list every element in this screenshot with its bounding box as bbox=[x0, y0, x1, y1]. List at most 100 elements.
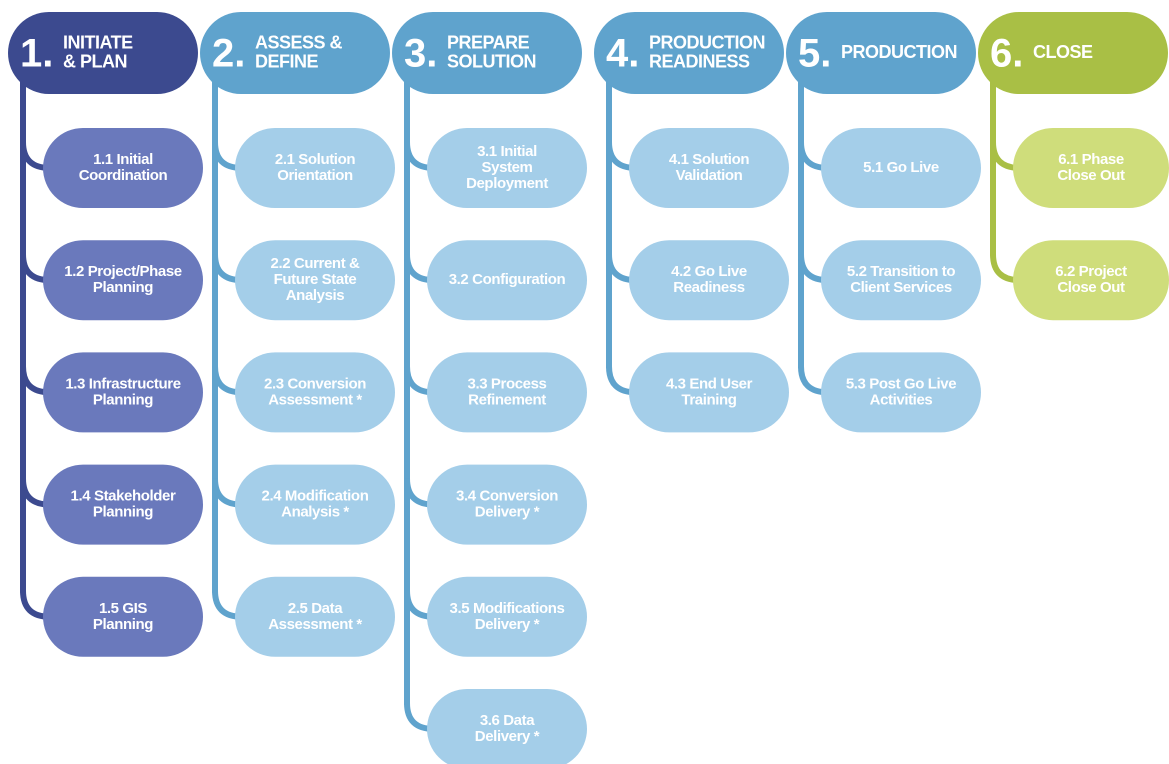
step-label: Coordination bbox=[79, 167, 168, 184]
step-label: 1.4 Stakeholder bbox=[71, 488, 176, 505]
step-label: 6.2 Project bbox=[1055, 263, 1127, 280]
step-label: Analysis bbox=[286, 287, 345, 304]
phase-title: & PLAN bbox=[63, 51, 127, 71]
phase-number: 3. bbox=[404, 32, 437, 76]
step-label: Planning bbox=[93, 279, 153, 296]
step-label: 3.6 Data bbox=[480, 712, 535, 729]
step-label: Training bbox=[681, 391, 736, 408]
step-label: 2.3 Conversion bbox=[264, 375, 366, 392]
step-pill bbox=[235, 576, 395, 657]
step-label: Delivery * bbox=[475, 616, 540, 633]
step-label: 4.2 Go Live bbox=[671, 263, 747, 280]
step-pill bbox=[43, 352, 203, 433]
phase-header bbox=[200, 12, 390, 94]
step-label: Readiness bbox=[673, 279, 744, 296]
phase-header bbox=[392, 12, 582, 94]
step-label: 3.1 Initial bbox=[477, 143, 537, 160]
step-pill bbox=[235, 464, 395, 545]
step-pill bbox=[821, 352, 981, 433]
step-label: 3.2 Configuration bbox=[449, 271, 566, 288]
phase-title: READINESS bbox=[649, 51, 750, 71]
step-label: Delivery * bbox=[475, 504, 540, 521]
step-label: Planning bbox=[93, 391, 153, 408]
step-pill bbox=[629, 240, 789, 321]
step-pill bbox=[427, 689, 587, 764]
step-label: 3.5 Modifications bbox=[450, 600, 565, 617]
step-pill bbox=[821, 240, 981, 321]
phase-header bbox=[786, 12, 976, 94]
step-label: 4.3 End User bbox=[666, 375, 753, 392]
step-label: 5.3 Post Go Live bbox=[846, 375, 956, 392]
step-pill bbox=[1013, 240, 1169, 321]
step-label: 1.2 Project/Phase bbox=[64, 263, 181, 280]
step-label: Future State bbox=[274, 271, 357, 288]
step-label: Deployment bbox=[466, 175, 548, 192]
step-label: 4.1 Solution bbox=[669, 151, 749, 168]
step-pill bbox=[629, 352, 789, 433]
step-pill bbox=[427, 128, 587, 208]
step-pill bbox=[1013, 128, 1169, 208]
step-pill bbox=[821, 128, 981, 208]
step-label: 5.2 Transition to bbox=[847, 263, 955, 280]
step-label: Delivery * bbox=[475, 728, 540, 745]
phase-title: PRODUCTION bbox=[841, 42, 957, 62]
step-label: 1.3 Infrastructure bbox=[65, 375, 180, 392]
phase-number: 1. bbox=[20, 32, 53, 76]
phase-number: 2. bbox=[212, 32, 245, 76]
step-pill bbox=[43, 576, 203, 657]
phase-number: 5. bbox=[798, 32, 831, 76]
step-pill bbox=[43, 128, 203, 208]
step-label: 3.4 Conversion bbox=[456, 488, 558, 505]
step-pill bbox=[629, 128, 789, 208]
step-label: System bbox=[482, 159, 533, 176]
step-label: Orientation bbox=[277, 167, 353, 184]
step-label: 1.5 GIS bbox=[99, 600, 147, 617]
step-label: 2.4 Modification bbox=[262, 488, 369, 505]
step-label: 1.1 Initial bbox=[93, 151, 153, 168]
phase-title: PRODUCTION bbox=[649, 32, 765, 52]
step-label: 2.1 Solution bbox=[275, 151, 355, 168]
step-label: 3.3 Process bbox=[468, 375, 547, 392]
step-label: Close Out bbox=[1057, 279, 1125, 296]
step-pill bbox=[427, 464, 587, 545]
step-label: Planning bbox=[93, 504, 153, 521]
phase-header bbox=[8, 12, 198, 94]
step-label: Assessment * bbox=[268, 391, 362, 408]
phase-number: 6. bbox=[990, 32, 1023, 76]
step-label: 2.2 Current & bbox=[271, 255, 361, 272]
phase-title: CLOSE bbox=[1033, 42, 1093, 62]
step-pill bbox=[235, 128, 395, 208]
step-label: Validation bbox=[676, 167, 743, 184]
step-label: Activities bbox=[870, 391, 933, 408]
phase-title: ASSESS & bbox=[255, 32, 343, 52]
step-label: 6.1 Phase bbox=[1058, 151, 1124, 168]
phase-header bbox=[978, 12, 1168, 94]
step-label: Client Services bbox=[850, 279, 952, 296]
step-label: Assessment * bbox=[268, 616, 362, 633]
step-label: 5.1 Go Live bbox=[863, 159, 939, 176]
step-pill bbox=[43, 464, 203, 545]
phase-title: DEFINE bbox=[255, 51, 319, 71]
phase-title: SOLUTION bbox=[447, 51, 536, 71]
step-pill bbox=[235, 240, 395, 321]
step-pill bbox=[235, 352, 395, 433]
phase-column: 5. PRODUCTION 5.1 Go Live 5.2 Transition to… bbox=[786, 12, 981, 433]
step-label: Analysis * bbox=[281, 504, 349, 521]
step-label: Planning bbox=[93, 616, 153, 633]
step-pill bbox=[427, 240, 587, 321]
phase-header bbox=[594, 12, 784, 94]
step-pill bbox=[427, 576, 587, 657]
step-pill bbox=[43, 240, 203, 321]
phase-title: INITIATE bbox=[63, 32, 133, 52]
step-label: Close Out bbox=[1057, 167, 1125, 184]
step-label: Refinement bbox=[468, 391, 546, 408]
phase-number: 4. bbox=[606, 32, 639, 76]
step-pill bbox=[427, 352, 587, 433]
phase-title: PREPARE bbox=[447, 32, 530, 52]
